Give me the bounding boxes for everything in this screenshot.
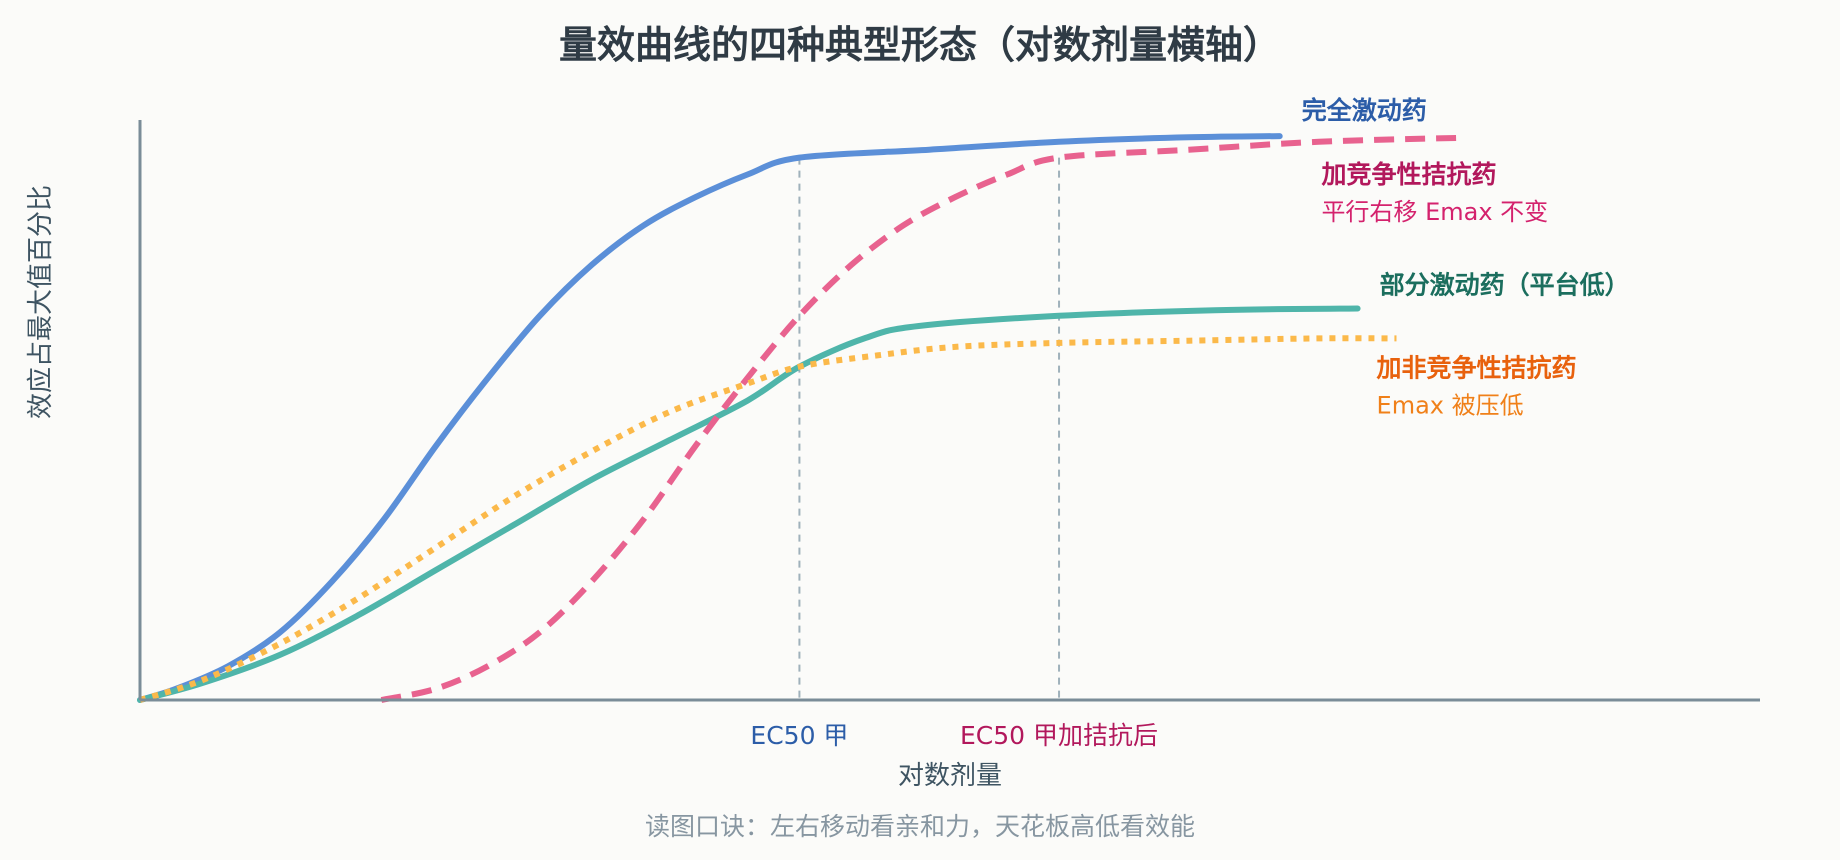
chart-caption: 读图口诀：左右移动看亲和力，天花板高低看效能 (645, 812, 1195, 841)
x-axis-title: 对数剂量 (898, 761, 1002, 791)
competitive-antagonist-label: 加竞争性拮抗药 (1320, 160, 1496, 189)
noncompetitive-antagonist-curve (139, 335, 1397, 703)
chart-title: 量效曲线的四种典型形态（对数剂量横轴） (559, 23, 1281, 67)
ec50-tick-labels: EC50 甲 EC50 甲加拮抗后 (750, 721, 1158, 750)
ec50-antagonist-label: EC50 甲加拮抗后 (960, 721, 1158, 750)
axes (138, 120, 1760, 702)
noncompetitive-antagonist-sublabel: Emax 被压低 (1377, 391, 1524, 419)
ec50-agonist-label: EC50 甲 (750, 721, 848, 750)
noncompetitive-antagonist-label: 加非竞争性拮抗药 (1376, 353, 1577, 382)
y-axis-title: 效应占最大值百分比 (26, 185, 56, 419)
ec50-reference-lines (798, 157, 1061, 700)
full-agonist-curve (137, 133, 1283, 703)
competitive-antagonist-sublabel: 平行右移 Emax 不变 (1321, 198, 1548, 226)
curve-layer (137, 133, 1462, 703)
full-agonist-label: 完全激动药 (1302, 96, 1427, 125)
partial-agonist-curve (137, 305, 1361, 703)
partial-agonist-label: 部分激动药（平台低） (1380, 270, 1630, 299)
competitive-antagonist-curve (380, 134, 1462, 703)
